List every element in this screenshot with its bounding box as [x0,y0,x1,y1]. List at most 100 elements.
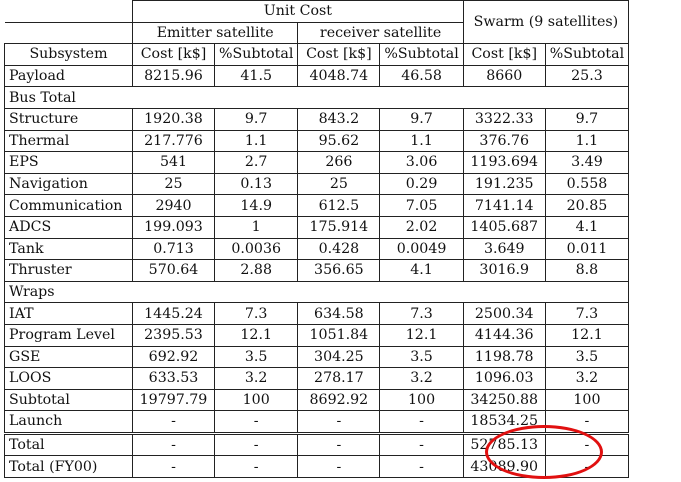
header-blank-cell [4,0,133,23]
subsystem-label: Total [4,431,133,457]
swarm-pct-cell: 12.1 [544,323,630,347]
subsystem-column-header: Subsystem [4,43,133,66]
subsystem-label: Program Level [4,323,133,347]
table-row: Program Level 2395.53 12.1 1051.84 12.1 4144.… [4,323,630,347]
cost-table: Unit Cost Swarm (9 satellites) Emitter s… [3,0,630,479]
subsystem-label: EPS [4,151,133,174]
emitter-header: Emitter satellite [131,21,299,45]
emitter-pct-cell: 1 [213,215,299,239]
emitter-cost-header: Cost [k$] [132,43,215,66]
cost-table-container: Unit Cost Swarm (9 satellites) Emitter s… [3,0,630,479]
receiver-cost-cell: - [297,410,381,434]
header-row-unit-cost: Unit Cost Swarm (9 satellites) [4,0,630,45]
emitter-cost-cell: 1445.24 [132,302,215,325]
subsystem-label: Subtotal [4,388,133,412]
subsystem-label: Navigation [4,172,133,196]
subsystem-label: Thermal [4,129,133,153]
receiver-cost-cell: 175.914 [297,215,381,239]
subsystem-label: ADCS [4,215,133,239]
emitter-cost-cell: - [132,410,215,434]
swarm-pct-cell: 1.1 [544,129,630,153]
swarm-cost-header: Cost [k$] [462,43,546,66]
swarm-pct-cell: 3.49 [544,151,630,174]
header-row-satellite: Emitter satellite receiver satellite [4,21,629,45]
receiver-pct-cell: 0.29 [379,172,464,196]
emitter-pct-cell: 2.88 [213,259,299,282]
emitter-cost-cell: 199.093 [132,215,215,239]
receiver-cost-cell: 25 [297,172,381,196]
table-row: LOOS 633.53 3.2 278.17 3.2 1096.03 3.2 [4,367,630,390]
emitter-cost-cell: 25 [132,172,215,196]
emitter-cost-cell: 8215.96 [132,64,215,88]
emitter-cost-cell: 692.92 [132,345,215,369]
swarm-cost-cell: 376.76 [462,129,546,153]
receiver-pct-cell: 2.02 [379,215,464,239]
cost-table-body: Payload 8215.96 41.5 4048.74 46.58 8660 25.3 Bu… [3,64,630,479]
table-row: Payload 8215.96 41.5 4048.74 46.58 8660 25.3 [4,64,630,88]
receiver-pct-cell: 3.06 [379,151,464,174]
swarm-cost-cell: 34250.88 [462,388,546,412]
emitter-cost-cell: 633.53 [132,367,215,390]
receiver-pct-cell: 12.1 [379,323,464,347]
emitter-pct-cell: 1.1 [213,129,299,153]
emitter-pct-cell: - [213,431,299,457]
emitter-pct-cell: - [213,455,299,479]
section-label: Bus Total [3,86,630,109]
emitter-pct-cell: 3.5 [213,345,299,369]
receiver-pct-cell: 100 [379,388,464,412]
subsystem-label: Tank [4,237,133,261]
receiver-cost-cell: 1051.84 [297,323,381,347]
subsystem-label: IAT [4,302,133,325]
swarm-cost-cell: 3322.33 [462,107,546,131]
swarm-cost-cell: 3016.9 [462,259,546,282]
swarm-pct-cell: 20.85 [544,194,630,217]
receiver-pct-cell: 7.3 [379,302,464,325]
header-blank-cell [4,22,133,45]
emitter-cost-cell: 217.776 [132,129,215,153]
emitter-cost-cell: 541 [132,151,215,174]
table-row: IAT 1445.24 7.3 634.58 7.3 2500.34 7.3 [4,302,630,325]
emitter-cost-cell: 570.64 [132,259,215,282]
subsystem-label: Launch [4,410,133,434]
swarm-pct-cell: 0.011 [544,237,630,261]
emitter-cost-cell: - [132,431,215,457]
table-row: Communication 2940 14.9 612.5 7.05 7141.14 20.… [4,194,630,217]
emitter-pct-cell: 0.13 [213,172,299,196]
receiver-pct-cell: - [379,410,464,434]
table-row: GSE 692.92 3.5 304.25 3.5 1198.78 3.5 [4,345,630,369]
emitter-pct-cell: - [213,410,299,434]
receiver-header: receiver satellite [297,21,464,45]
emitter-cost-cell: - [132,455,215,479]
receiver-pct-header: %Subtotal [379,43,464,66]
table-row: Navigation 25 0.13 25 0.29 191.235 0.558 [4,172,630,196]
table-row: Thermal 217.776 1.1 95.62 1.1 376.76 1.1 [4,129,630,153]
emitter-cost-cell: 0.713 [132,237,215,261]
emitter-cost-cell: 1920.38 [132,107,215,131]
receiver-pct-cell: 7.05 [379,194,464,217]
emitter-pct-cell: 12.1 [213,323,299,347]
swarm-pct-cell: 0.558 [544,172,630,196]
header-row-columns: Subsystem Cost [k$] %Subtotal Cost [k$] … [4,43,630,66]
receiver-pct-cell: 3.5 [379,345,464,369]
receiver-cost-cell: 356.65 [297,259,381,282]
receiver-cost-cell: 4048.74 [297,64,381,88]
highlight-ellipse [485,425,603,479]
table-row: Thruster 570.64 2.88 356.65 4.1 3016.9 8.8 [4,259,630,282]
swarm-pct-cell: 25.3 [544,64,630,88]
subsystem-label: Total (FY00) [4,455,133,479]
swarm-cost-cell: 7141.14 [462,194,546,217]
receiver-pct-cell: 1.1 [379,129,464,153]
swarm-cost-cell: 2500.34 [462,302,546,325]
swarm-pct-cell: 8.8 [544,259,630,282]
swarm-pct-cell: 9.7 [544,107,630,131]
swarm-cost-cell: 1405.687 [462,215,546,239]
receiver-cost-cell: - [297,431,381,457]
emitter-pct-cell: 0.0036 [213,237,299,261]
receiver-cost-cell: 843.2 [297,107,381,131]
swarm-cost-cell: 1198.78 [462,345,546,369]
section-row: Wraps [3,280,630,304]
swarm-cost-cell: 4144.36 [462,323,546,347]
section-row: Bus Total [3,86,630,109]
section-label: Wraps [3,280,630,304]
receiver-pct-cell: 9.7 [379,107,464,131]
